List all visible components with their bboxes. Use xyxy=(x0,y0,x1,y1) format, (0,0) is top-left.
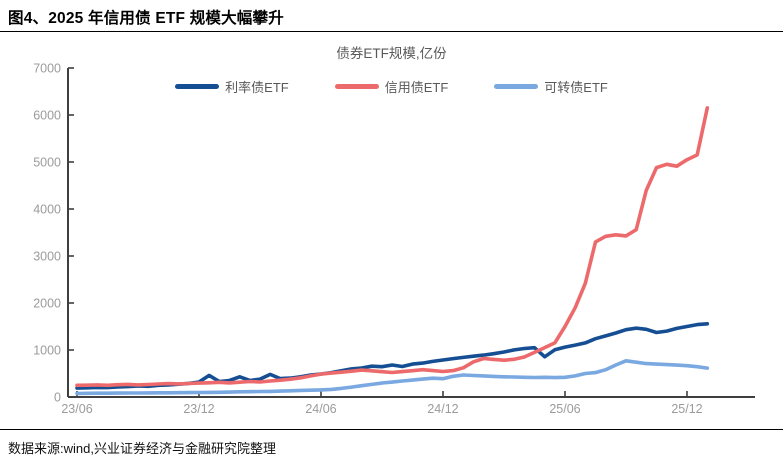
y-tick-label: 3000 xyxy=(33,250,61,264)
y-tick-label: 6000 xyxy=(33,109,61,123)
legend-item-credit-bond-etf: 信用债ETF xyxy=(334,77,449,96)
y-tick-label: 2000 xyxy=(33,297,61,311)
x-tick-label: 25/12 xyxy=(671,402,702,416)
legend-label: 可转债ETF xyxy=(544,80,608,95)
series-line-credit-bond-etf xyxy=(75,106,710,388)
data-source: 数据来源:wind,兴业证券经济与金融研究院整理 xyxy=(8,441,276,456)
legend-item-convertible-bond-etf: 可转债ETF xyxy=(494,77,608,96)
y-tick-label: 4000 xyxy=(33,203,61,217)
legend-label: 利率债ETF xyxy=(225,80,289,95)
legend-item-rate-bond-etf: 利率债ETF xyxy=(175,77,289,96)
x-tick-label: 23/12 xyxy=(183,402,214,416)
legend-line-swatch xyxy=(334,84,379,89)
legend-line-swatch xyxy=(494,84,539,89)
x-tick-label: 23/06 xyxy=(61,402,92,416)
series-line-convertible-bond-etf xyxy=(75,358,710,396)
x-tick-label: 25/06 xyxy=(549,402,580,416)
series-line-rate-bond-etf xyxy=(75,321,710,390)
chart-title: 债券ETF规模,亿份 xyxy=(336,46,447,61)
legend-line-swatch xyxy=(175,84,220,89)
figure-title: 图4、2025 年信用债 ETF 规模大幅攀升 xyxy=(8,10,284,27)
footer-divider xyxy=(0,429,783,430)
x-tick-label: 24/06 xyxy=(305,402,336,416)
x-tick-label: 24/12 xyxy=(427,402,458,416)
legend-label: 信用债ETF xyxy=(384,80,449,95)
y-tick-label: 1000 xyxy=(33,344,61,358)
y-tick-label: 0 xyxy=(54,391,61,405)
y-tick-label: 7000 xyxy=(33,62,61,76)
title-divider xyxy=(0,31,783,32)
chart-legend: 利率债ETF 信用债ETF 可转债ETF xyxy=(0,77,783,96)
y-tick-label: 5000 xyxy=(33,156,61,170)
